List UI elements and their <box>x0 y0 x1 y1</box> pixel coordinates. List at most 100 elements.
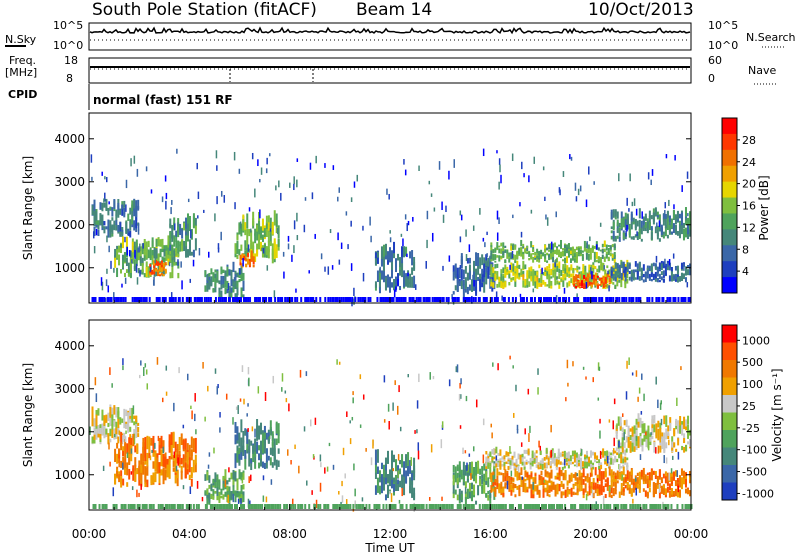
range-cell <box>489 466 492 479</box>
range-cell <box>648 487 651 493</box>
range-cell <box>573 458 576 463</box>
range-cell <box>273 210 276 226</box>
scatter-cell <box>259 178 261 183</box>
range-cell <box>117 416 120 428</box>
range-cell <box>502 472 505 482</box>
near-range-cell <box>234 297 237 302</box>
near-range-cell <box>618 297 621 302</box>
range-cell <box>524 250 527 254</box>
range-cell <box>141 243 144 255</box>
range-cell <box>391 250 394 262</box>
near-range-cell <box>655 504 658 509</box>
range-cell <box>608 269 611 275</box>
range-cell <box>551 456 554 462</box>
near-range-cell <box>369 297 372 302</box>
near-range-cell <box>245 297 248 302</box>
near-range-cell <box>349 504 352 509</box>
near-range-cell <box>357 297 360 302</box>
range-cell <box>540 254 543 260</box>
range-cell <box>179 244 182 252</box>
scatter-cell <box>671 455 674 460</box>
range-cell <box>684 277 687 283</box>
range-cell <box>111 407 114 419</box>
range-cell <box>397 479 400 485</box>
range-cell <box>613 259 616 264</box>
range-cell <box>622 466 625 476</box>
range-cell <box>158 274 161 277</box>
scatter-cell <box>650 432 652 436</box>
range-cell <box>684 207 687 217</box>
near-range-cell <box>235 504 238 509</box>
scatter-cell <box>204 416 206 422</box>
scatter-cell <box>656 222 658 228</box>
scatter-cell <box>257 386 260 394</box>
range-cell <box>273 438 276 449</box>
range-cell <box>234 270 237 275</box>
near-range-cell <box>558 504 561 509</box>
near-range-cell <box>305 297 308 302</box>
range-cell <box>155 248 158 259</box>
range-cell <box>528 270 531 279</box>
range-cell <box>558 483 561 492</box>
range-cell <box>185 224 188 235</box>
scatter-cell <box>621 413 624 417</box>
range-cell <box>660 263 663 270</box>
near-range-cell <box>102 504 105 509</box>
range-cell <box>571 250 574 256</box>
near-range-cell <box>327 297 330 302</box>
range-cell <box>616 227 619 233</box>
scatter-cell <box>164 175 167 182</box>
range-cell <box>641 445 644 452</box>
near-range-cell <box>196 297 199 302</box>
range-cell <box>117 411 120 420</box>
range-cell <box>148 443 151 454</box>
near-range-cell <box>394 504 397 509</box>
range-cell <box>464 284 467 288</box>
near-range-cell <box>300 297 303 302</box>
scatter-cell <box>220 231 222 241</box>
range-cell <box>118 448 121 463</box>
range-cell <box>609 252 612 257</box>
scatter-cell <box>500 174 502 184</box>
range-cell <box>138 469 141 475</box>
range-cell <box>149 264 152 268</box>
range-cell <box>382 268 385 283</box>
range-cell <box>622 488 625 492</box>
range-cell <box>464 266 467 274</box>
near-range-cell <box>657 297 660 302</box>
range-cell <box>533 458 536 463</box>
range-cell <box>95 223 98 228</box>
colorbar-swatch <box>722 482 737 501</box>
range-cell <box>374 281 377 288</box>
near-range-cell <box>632 297 635 302</box>
scatter-cell <box>270 429 273 435</box>
range-cell <box>114 448 117 463</box>
range-cell <box>680 468 683 476</box>
range-cell <box>481 484 484 489</box>
scatter-cell <box>346 411 348 417</box>
range-cell <box>538 282 541 287</box>
range-cell <box>234 280 237 290</box>
range-cell <box>592 281 595 285</box>
range-cell <box>676 265 679 272</box>
scatter-cell <box>589 267 592 275</box>
range-cell <box>554 277 557 286</box>
range-cell <box>618 222 621 228</box>
range-cell <box>123 200 126 208</box>
scatter-cell <box>529 425 531 433</box>
range-cell <box>623 442 626 448</box>
range-cell <box>214 269 217 273</box>
scatter-cell <box>324 163 326 168</box>
near-range-cell <box>221 297 224 302</box>
scatter-cell <box>635 208 638 216</box>
y-tick-label: 1000 <box>54 468 85 482</box>
range-cell <box>464 465 467 476</box>
range-cell <box>254 233 257 244</box>
range-cell <box>601 254 604 259</box>
range-cell <box>232 279 235 287</box>
range-cell <box>638 471 641 479</box>
range-cell <box>535 450 538 454</box>
range-cell <box>512 276 515 281</box>
range-cell <box>510 278 513 281</box>
